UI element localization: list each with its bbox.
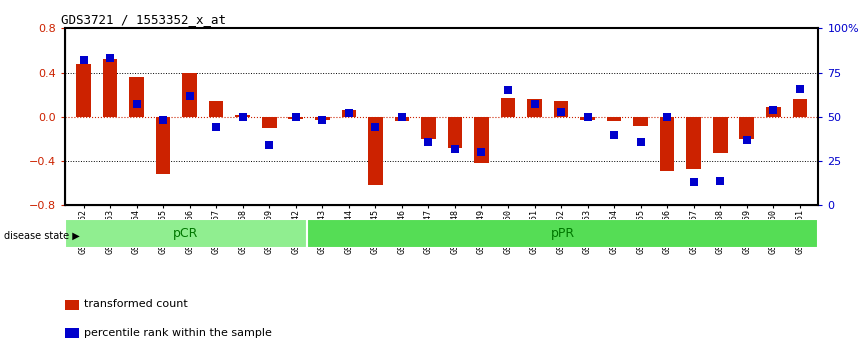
Bar [156, 117, 171, 175]
Bar [740, 117, 754, 139]
Bar [395, 117, 409, 121]
Bar [129, 77, 144, 117]
Bar [766, 107, 780, 117]
Point [475, 149, 488, 155]
Point [740, 137, 753, 143]
Point [156, 118, 170, 123]
Text: percentile rank within the sample: percentile rank within the sample [84, 328, 272, 338]
Bar [713, 117, 727, 153]
Bar [65, 300, 79, 310]
Text: pPR: pPR [551, 227, 575, 240]
Text: GDS3721 / 1553352_x_at: GDS3721 / 1553352_x_at [61, 13, 226, 26]
Point [368, 125, 382, 130]
Point [687, 179, 701, 185]
Point [130, 102, 144, 107]
Point [766, 107, 780, 113]
Bar [553, 101, 568, 117]
Bar [580, 117, 595, 120]
Text: transformed count: transformed count [84, 299, 188, 309]
Bar [236, 115, 250, 117]
Bar [65, 328, 79, 338]
Point [660, 114, 674, 120]
Point [422, 139, 436, 144]
Bar [475, 117, 488, 163]
Point [236, 114, 249, 120]
Bar [103, 59, 118, 117]
Bar [307, 219, 818, 248]
Bar [76, 64, 91, 117]
Bar [262, 117, 276, 128]
Point [714, 178, 727, 183]
Bar [421, 117, 436, 139]
Bar [183, 73, 197, 117]
Bar [792, 99, 807, 117]
Bar [65, 219, 307, 248]
Point [448, 146, 462, 152]
Bar [633, 117, 648, 126]
Point [580, 114, 594, 120]
Point [289, 114, 303, 120]
Point [76, 57, 90, 63]
Point [210, 125, 223, 130]
Point [527, 102, 541, 107]
Point [183, 93, 197, 98]
Bar [368, 117, 383, 185]
Point [342, 110, 356, 116]
Bar [501, 98, 515, 117]
Point [634, 139, 648, 144]
Bar [607, 117, 622, 121]
Text: pCR: pCR [173, 227, 198, 240]
Point [262, 142, 276, 148]
Bar [527, 99, 542, 117]
Point [103, 56, 117, 61]
Point [501, 87, 515, 93]
Bar [315, 117, 330, 120]
Bar [660, 117, 675, 171]
Bar [448, 117, 462, 148]
Bar [341, 110, 356, 117]
Point [315, 118, 329, 123]
Point [793, 86, 807, 91]
Point [395, 114, 409, 120]
Text: disease state ▶: disease state ▶ [4, 230, 80, 240]
Point [607, 132, 621, 137]
Bar [209, 101, 223, 117]
Point [554, 109, 568, 114]
Bar [288, 117, 303, 119]
Bar [687, 117, 701, 169]
